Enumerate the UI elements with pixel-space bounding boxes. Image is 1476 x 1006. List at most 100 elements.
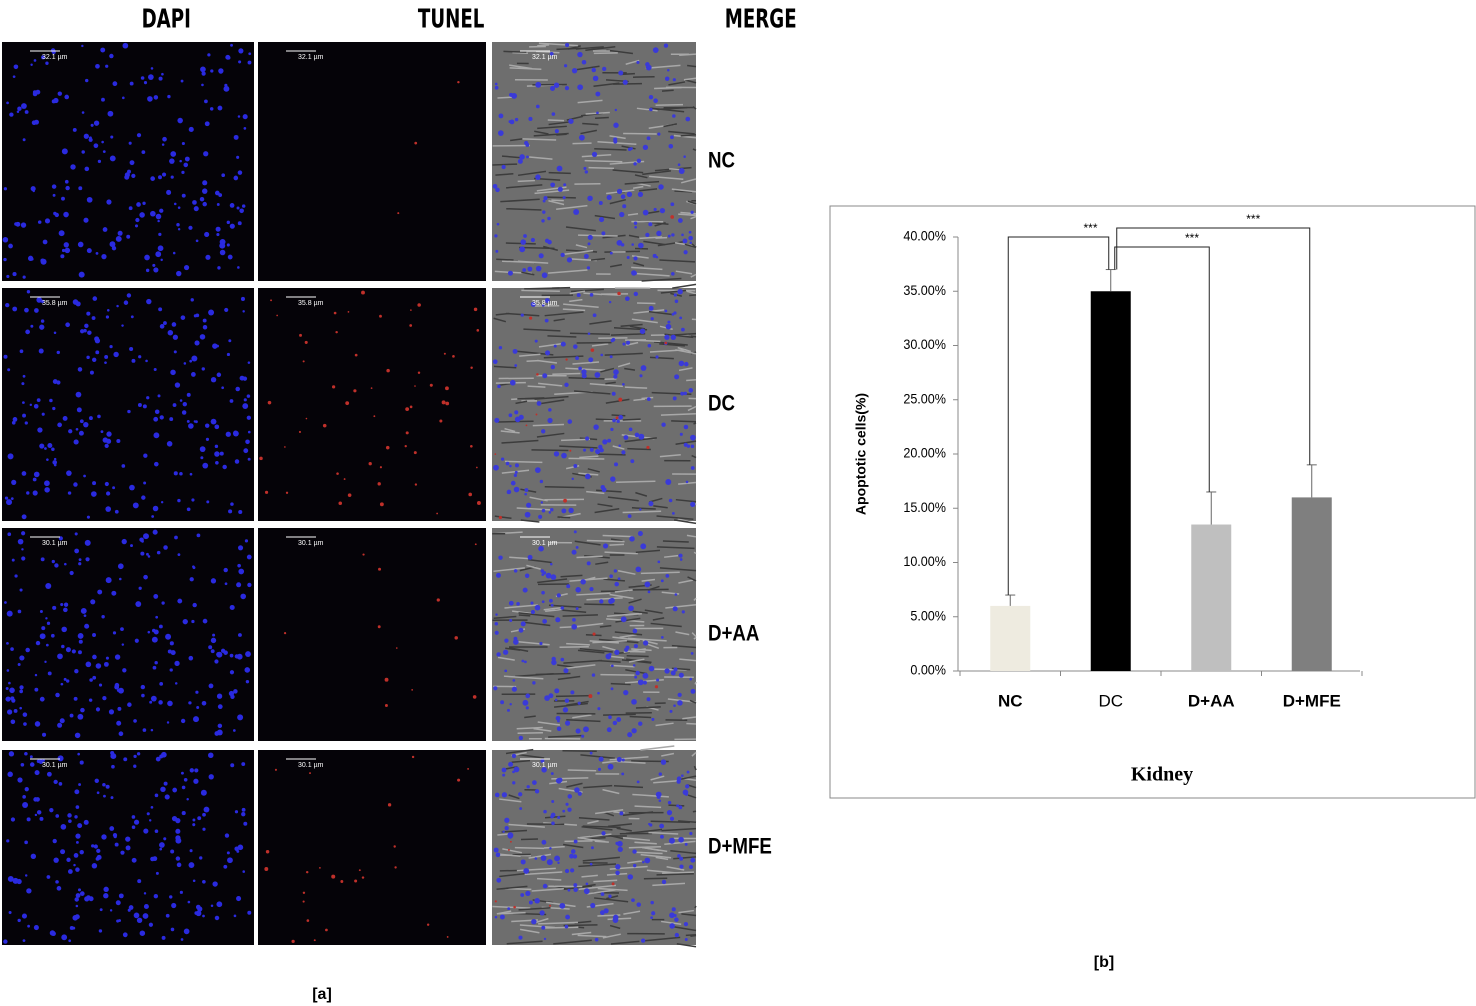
- nucleus: [25, 329, 30, 335]
- nucleus: [6, 499, 13, 506]
- nucleus: [637, 191, 644, 198]
- nucleus: [139, 537, 144, 542]
- tunel-spot: [592, 632, 596, 636]
- texture: [572, 361, 600, 365]
- nucleus: [589, 447, 594, 452]
- nucleus: [229, 604, 235, 611]
- nucleus: [88, 416, 93, 421]
- nucleus: [577, 701, 581, 705]
- nucleus: [683, 922, 689, 927]
- nucleus: [139, 930, 146, 936]
- nucleus: [94, 778, 99, 784]
- nucleus: [684, 937, 688, 941]
- nucleus: [162, 136, 167, 142]
- nucleus: [77, 752, 80, 756]
- nucleus: [121, 464, 126, 468]
- nucleus: [542, 619, 548, 624]
- nucleus: [166, 721, 170, 724]
- nucleus: [646, 397, 651, 402]
- texture: [584, 603, 615, 606]
- texture: [666, 865, 685, 871]
- nucleus: [614, 581, 619, 587]
- nucleus: [236, 896, 242, 902]
- nucleus: [589, 587, 594, 592]
- nucleus: [541, 767, 547, 773]
- tunel-spot: [265, 849, 270, 854]
- nucleus: [153, 432, 160, 439]
- nucleus: [155, 756, 161, 762]
- micrograph: 30.1 µm: [492, 528, 697, 741]
- nucleus: [77, 650, 82, 655]
- texture: [517, 179, 535, 183]
- nucleus: [601, 231, 606, 236]
- nucleus: [200, 789, 207, 796]
- nucleus: [128, 141, 132, 145]
- texture: [575, 244, 588, 249]
- micrograph: 30.1 µm: [2, 528, 254, 741]
- nucleus: [660, 636, 664, 639]
- micrograph-bg: [2, 42, 254, 281]
- nucleus: [98, 929, 103, 933]
- nucleus: [637, 679, 644, 686]
- texture: [548, 121, 571, 126]
- nucleus: [117, 706, 122, 711]
- nucleus: [206, 500, 210, 504]
- nucleus: [3, 939, 8, 944]
- nucleus: [75, 391, 82, 398]
- nucleus: [39, 443, 45, 449]
- nucleus: [37, 220, 42, 224]
- nucleus: [26, 817, 31, 822]
- nucleus: [173, 350, 177, 354]
- texture: [578, 884, 617, 890]
- tunel-spot: [397, 212, 400, 215]
- nucleus: [247, 582, 252, 588]
- nucleus: [602, 439, 608, 445]
- nucleus: [600, 910, 605, 916]
- nucleus: [667, 320, 671, 324]
- nucleus: [94, 338, 101, 344]
- texture: [559, 645, 589, 648]
- nucleus: [22, 275, 26, 279]
- nucleus: [640, 365, 647, 371]
- texture: [650, 775, 665, 781]
- nucleus: [186, 798, 189, 801]
- nucleus: [169, 641, 174, 646]
- nucleus: [143, 453, 148, 458]
- tunel-spot: [304, 340, 308, 344]
- nucleus: [679, 558, 683, 561]
- texture: [494, 515, 512, 520]
- nucleus: [6, 641, 9, 645]
- nucleus: [507, 270, 513, 276]
- nucleus: [14, 222, 18, 226]
- nucleus: [19, 349, 24, 354]
- nucleus: [33, 471, 40, 478]
- nucleus: [60, 602, 64, 607]
- nucleus: [227, 857, 233, 864]
- texture: [568, 376, 606, 380]
- nucleus: [191, 619, 195, 624]
- nucleus: [636, 780, 640, 784]
- nucleus: [153, 368, 157, 372]
- scale-bar-label: 32.1 µm: [298, 54, 324, 61]
- nucleus: [22, 795, 26, 799]
- texture: [662, 540, 689, 543]
- nucleus: [199, 196, 205, 202]
- scale-bar-label: 30.1 µm: [298, 540, 324, 547]
- scale-bar-label: 32.1 µm: [532, 54, 558, 61]
- texture: [610, 664, 635, 668]
- nucleus: [601, 487, 607, 493]
- nucleus: [86, 196, 93, 203]
- nucleus: [114, 842, 119, 847]
- scale-bar-label: 30.1 µm: [532, 540, 558, 547]
- texture: [562, 614, 598, 617]
- nucleus: [68, 819, 72, 823]
- nucleus: [117, 563, 124, 570]
- nucleus: [631, 898, 635, 903]
- texture: [590, 257, 606, 261]
- y-tick-label: 40.00%: [903, 228, 946, 244]
- tunel-spot: [347, 311, 350, 313]
- nucleus: [208, 645, 213, 650]
- nucleus: [530, 601, 534, 605]
- nucleus: [205, 437, 210, 441]
- texture: [622, 418, 641, 421]
